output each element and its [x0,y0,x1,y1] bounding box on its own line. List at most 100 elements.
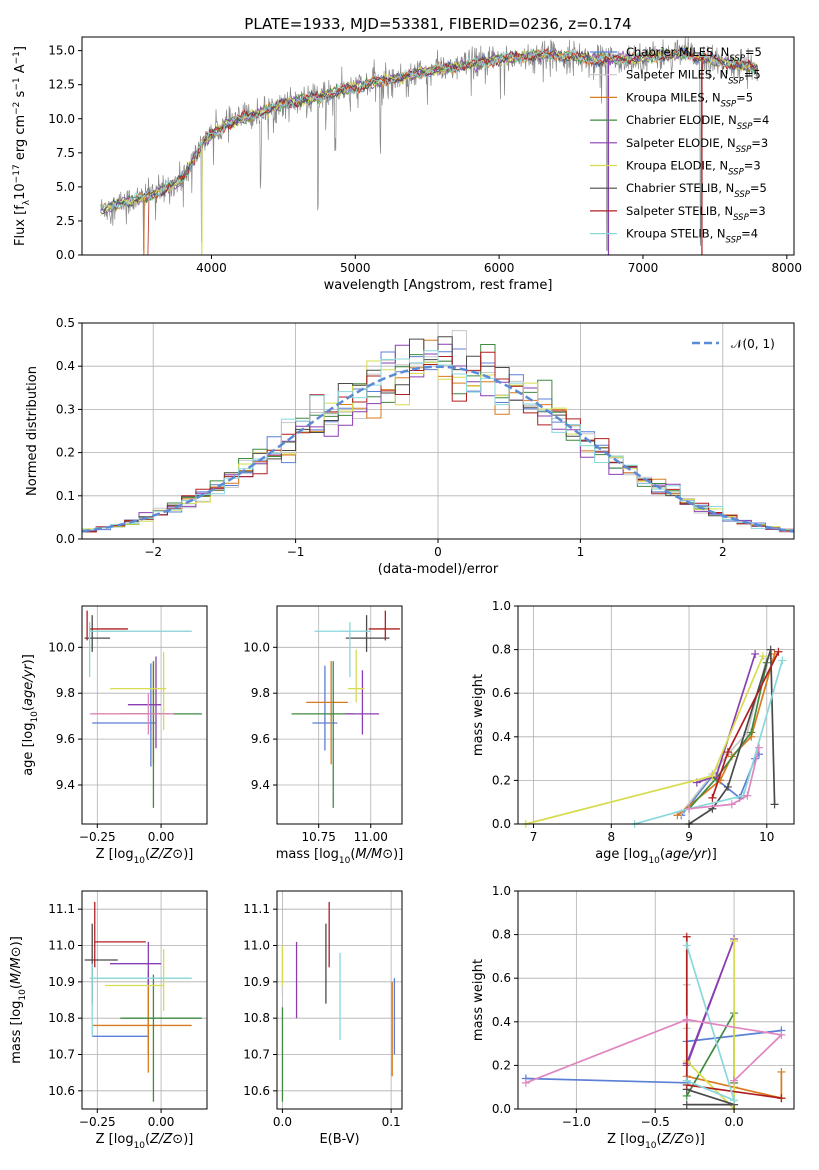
label-part: ( [145,1132,150,1147]
label-part: 10 [134,856,146,866]
point-marker [755,743,764,752]
legend-sub: SSP [737,122,753,132]
point-marker [730,937,739,946]
series-line-2 [676,653,776,816]
label-part: ( [660,847,665,862]
y-tick-label: 5.0 [56,180,75,194]
x-tick-label: 10.75 [301,830,335,844]
y-axis-label: mass weight [471,959,486,1041]
axes-frame [517,605,795,825]
legend-sub: SSP [733,213,749,223]
y-tick-label: 10.8 [243,1011,270,1025]
weight-lines [521,932,786,1113]
point-marker [743,791,752,800]
legend-entry-7: Salpeter STELIB, NSSP=3 [626,204,766,223]
point-marker [723,782,732,791]
y-tick-label: 12.5 [48,78,75,92]
y-tick-label: 10.6 [243,1084,270,1098]
y-tick-label: 0.0 [492,817,511,831]
point-marker [777,1030,786,1039]
x-tick-label: −1 [287,545,305,559]
legend-text: Salpeter MILES, N [626,68,728,82]
label-part: )] [695,1132,705,1147]
model-spectrum-3 [100,47,758,213]
legend-entry-8: Kroupa STELIB, NSSP=4 [626,227,758,246]
y-tick-label: 0.8 [492,643,511,657]
histograms [82,330,794,534]
y-tick-label: 9.6 [56,732,75,746]
label-part: ( [145,847,150,862]
point-marker [708,772,717,781]
x-tick-label: −0.25 [79,830,116,844]
label-part: erg cm [13,115,28,164]
x-tick-label: −2 [144,545,162,559]
label-part: 10 [18,989,28,1001]
legend-count: =3 [744,159,761,173]
normal-reference-curve [82,365,794,533]
label-part: 10 [339,856,351,866]
series-line-1 [680,658,768,814]
legend-reference-label: 𝒩(0, 1) [731,337,775,351]
label-part: )] [393,847,403,862]
label-part: ( [350,847,355,862]
point-marker [727,800,736,809]
point-marker [682,1015,691,1024]
point-marker [751,649,760,658]
x-tick-label: 2 [719,545,727,559]
legend-sub: SSP [729,54,745,64]
x-tick-label: 0 [434,545,442,559]
y-tick-label: 11.1 [48,902,75,916]
x-axis-label: mass [log10(M/M⊙)] [276,847,404,866]
y-tick-label: 10.8 [48,1011,75,1025]
axes-frame [81,890,208,1110]
point-marker [777,1067,786,1076]
legend-text: Kroupa STELIB, N [626,227,726,241]
legend-sub: SSP [728,77,744,87]
legend-text: Chabrier STELIB, N [626,181,734,195]
y-tick-label: 11.1 [243,902,270,916]
label-part: M/M⊙ [355,847,393,862]
y-tick-label: 11.0 [48,939,75,953]
y-tick-label: 0.6 [492,686,511,700]
x-axis-label: E(B-V) [319,1132,359,1147]
series-line-4 [696,653,756,784]
series-line-0 [525,1029,782,1084]
y-tick-label: 0.2 [492,1058,511,1072]
point-marker [708,793,717,802]
x-axis-label: wavelength [Angstrom, rest frame] [324,278,553,293]
error-bars [291,610,400,808]
label-part: )] [9,936,24,946]
series-line-8 [634,660,784,825]
series-line-9 [525,1018,784,1084]
x-tick-label: 8 [607,830,615,844]
chart-title: PLATE=1933, MJD=53381, FIBERID=0236, z=0… [244,15,631,33]
point-marker [766,645,775,654]
label-part: 10 [30,711,40,723]
legend-entry-3: Chabrier ELODIE, NSSP=4 [626,113,769,132]
axes-frame [276,890,403,1110]
panel-residual-histogram: −2 −1 0 1 2 0.0 0.1 0.2 0.3 0.4 0.5 (data-model)/er… [25,316,795,577]
spectrum-lines [100,37,759,255]
legend-entry-6: Chabrier STELIB, NSSP=5 [626,181,767,200]
y-tick-label: 9.6 [251,732,270,746]
label-part: Flux [f [13,205,28,246]
x-axis-label: Z [log10(Z/Z⊙)] [96,1132,194,1151]
label-part: )] [183,847,193,862]
y-tick-label: 9.8 [56,686,75,700]
legend-sub: SSP [736,145,752,155]
x-tick-label: 0.1 [382,1115,401,1129]
y-tick-label: 9.8 [251,686,270,700]
y-tick-label: 15.0 [48,44,75,58]
y-tick-label: 0.4 [492,1015,511,1029]
y-tick-label: 7.5 [56,146,75,160]
point-marker [778,656,787,665]
point-marker [770,800,779,809]
legend-count: =5 [745,45,762,59]
label-part: ( [9,984,24,989]
error-bars [84,610,202,808]
x-axis-label: age [log10(age/yr)] [595,847,717,866]
x-tick-label: 11.00 [354,830,388,844]
y-tick-label: 0.8 [492,928,511,942]
legend-count: =5 [736,90,753,104]
